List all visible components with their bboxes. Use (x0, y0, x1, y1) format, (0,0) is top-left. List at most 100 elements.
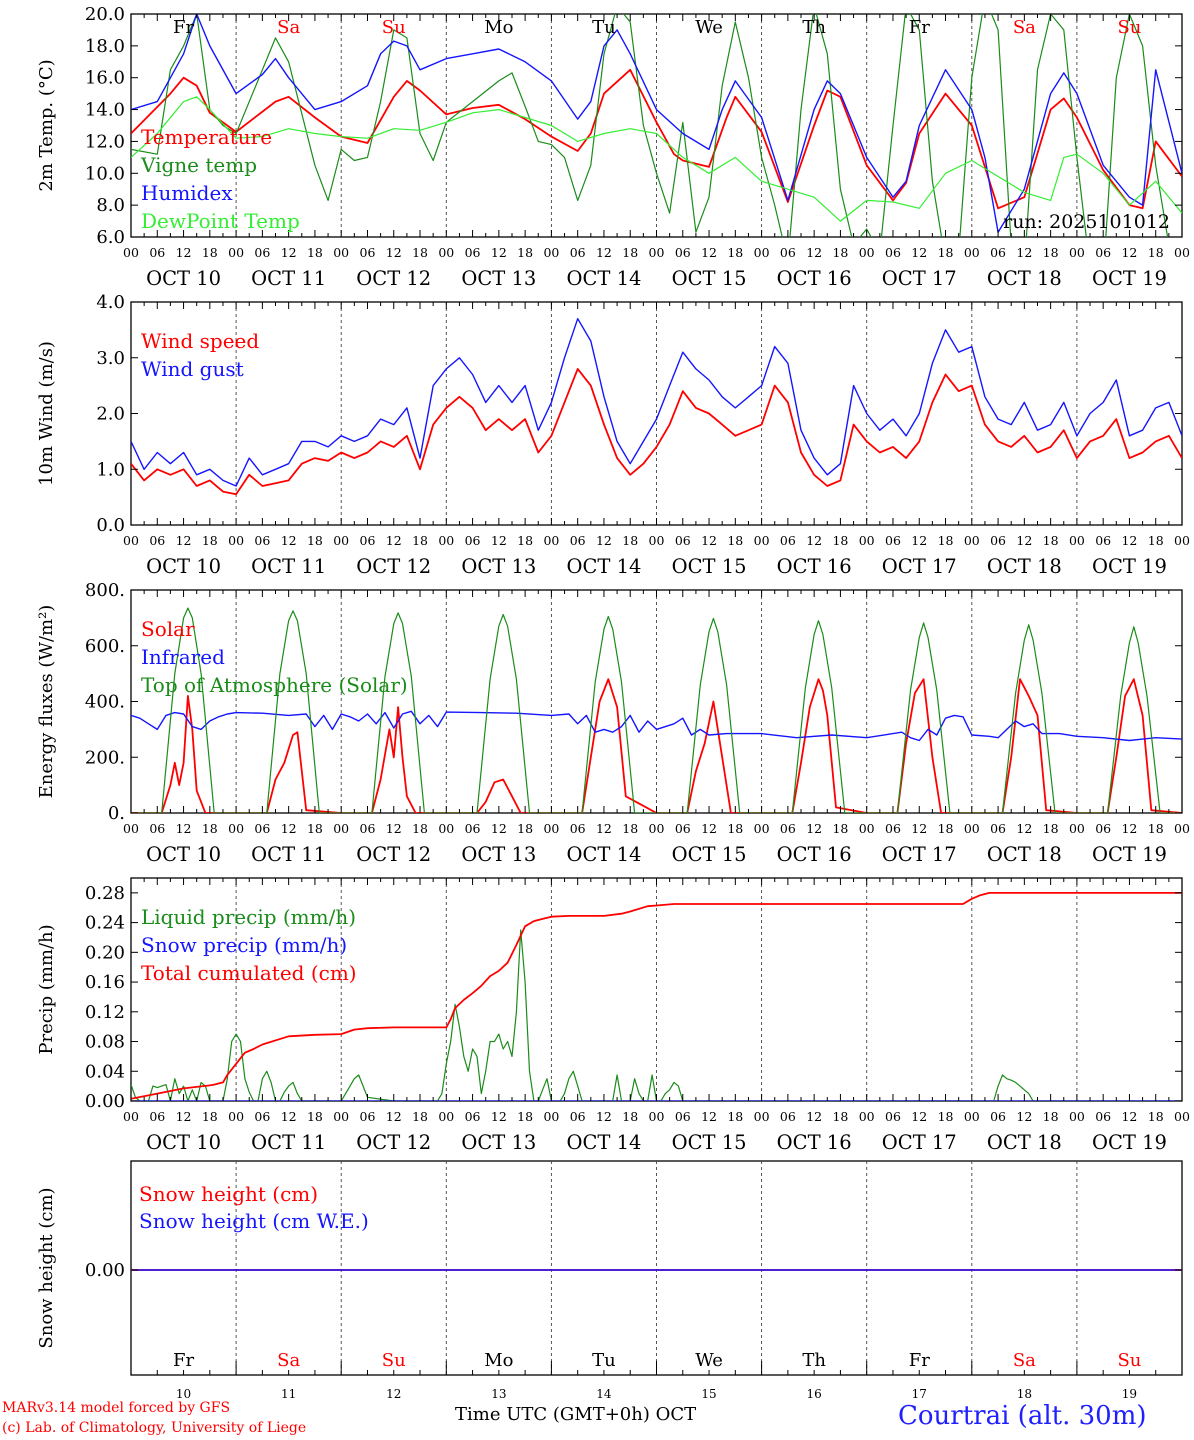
hour-tick-label: 18 (622, 821, 638, 836)
legend-entry: Top of Atmosphere (Solar) (141, 673, 408, 697)
hour-tick-label: 06 (465, 1109, 481, 1124)
hour-tick-label: 18 (307, 1109, 323, 1124)
hour-tick-label: 18 (622, 533, 638, 548)
hour-tick-label: 18 (307, 245, 323, 260)
hour-tick-label: 00 (964, 1109, 980, 1124)
hour-tick-label: 00 (333, 1109, 349, 1124)
series-line-infrared (131, 710, 1182, 742)
hour-tick-label: 00 (123, 821, 139, 836)
weekday-label: Sa (277, 17, 300, 38)
hour-tick-label: 06 (675, 821, 691, 836)
hour-tick-label: 12 (386, 533, 402, 548)
hour-tick-label: 18 (307, 821, 323, 836)
hour-tick-label: 00 (438, 245, 454, 260)
hour-tick-label: 06 (570, 245, 586, 260)
y-tick-label: 16.0 (85, 68, 125, 89)
date-tick-label: OCT 12 (356, 267, 431, 290)
legend-entry: Snow height (cm) (139, 1182, 318, 1206)
weekday-label: Tu (592, 17, 616, 38)
y-tick-label: 0.04 (85, 1061, 125, 1082)
hour-tick-label: 12 (281, 533, 297, 548)
panel-frame (130, 13, 1183, 238)
weekday-label: Sa (1013, 1350, 1036, 1371)
legend-entry: Solar (141, 617, 195, 641)
wind-y-label: 10m Wind (m/s) (36, 341, 57, 486)
date-tick-label: OCT 10 (146, 1131, 221, 1154)
y-tick-label: 0.20 (85, 942, 125, 963)
hour-tick-label: 00 (228, 245, 244, 260)
weekday-label: Fr (909, 17, 930, 38)
date-tick-label: OCT 19 (1092, 267, 1167, 290)
hour-tick-label: 18 (938, 533, 954, 548)
y-tick-label: 0.24 (85, 913, 125, 934)
weekday-label: Su (1117, 17, 1141, 38)
hour-tick-label: 12 (701, 533, 717, 548)
hour-tick-label: 06 (1095, 1109, 1111, 1124)
date-tick-label: OCT 17 (882, 267, 957, 290)
hour-tick-label: 12 (1121, 245, 1137, 260)
lab-credit: (c) Lab. of Climatology, University of L… (2, 1420, 307, 1436)
hour-tick-label: 12 (176, 1109, 192, 1124)
y-tick-label: 4.0 (96, 292, 125, 313)
weekday-label: Tu (592, 1350, 616, 1371)
y-tick-label: 20.0 (85, 4, 125, 25)
panel-frame (130, 301, 1183, 526)
legend-entry: DewPoint Temp (141, 209, 300, 233)
legend-entry: Infrared (141, 645, 225, 669)
temp-y-label: 2m Temp. (°C) (36, 59, 57, 191)
hour-tick-label: 00 (859, 533, 875, 548)
y-tick-label: 0.0 (96, 515, 125, 536)
flux-y-label: Energy fluxes (W/m²) (36, 605, 57, 799)
hour-tick-label: 12 (701, 245, 717, 260)
hour-tick-label: 00 (1174, 245, 1190, 260)
weekday-label: Su (382, 17, 406, 38)
legend-entry: Snow precip (mm/h) (141, 933, 347, 957)
hour-tick-label: 18 (1148, 245, 1164, 260)
hour-tick-label: 06 (1095, 245, 1111, 260)
weekday-label: Su (382, 1350, 406, 1371)
hour-tick-label: 12 (806, 821, 822, 836)
hour-tick-label: 00 (1069, 1109, 1085, 1124)
hour-tick-label: 12 (491, 245, 507, 260)
weekday-label: We (695, 1350, 723, 1371)
date-tick-label: OCT 15 (672, 843, 747, 866)
date-tick-label: OCT 18 (987, 267, 1062, 290)
date-tick-label: OCT 17 (882, 1131, 957, 1154)
hour-tick-label: 00 (754, 245, 770, 260)
hour-tick-label: 12 (701, 821, 717, 836)
hour-tick-label: 00 (964, 533, 980, 548)
y-tick-label: 2.0 (96, 404, 125, 425)
hour-tick-label: 06 (360, 533, 376, 548)
weekday-label: Th (802, 17, 826, 38)
hour-tick-label: 06 (570, 1109, 586, 1124)
station-label: Courtrai (alt. 30m) (898, 1401, 1147, 1431)
hour-tick-label: 12 (176, 245, 192, 260)
hour-tick-label: 00 (649, 245, 665, 260)
day-number-label: 14 (596, 1387, 612, 1401)
day-number-label: 10 (176, 1387, 191, 1401)
hour-tick-label: 06 (780, 245, 796, 260)
y-tick-label: 10.0 (85, 163, 125, 184)
hour-tick-label: 12 (386, 245, 402, 260)
series-line-wind-gust (131, 318, 1182, 487)
hour-tick-label: 18 (412, 533, 428, 548)
hour-tick-label: 18 (622, 1109, 638, 1124)
date-tick-label: OCT 18 (987, 555, 1062, 578)
date-tick-label: OCT 12 (356, 555, 431, 578)
hour-tick-label: 00 (438, 821, 454, 836)
date-tick-label: OCT 18 (987, 843, 1062, 866)
hour-tick-label: 00 (333, 533, 349, 548)
hour-tick-label: 18 (1043, 1109, 1059, 1124)
date-tick-label: OCT 17 (882, 555, 957, 578)
hour-tick-label: 06 (990, 1109, 1006, 1124)
hour-tick-label: 00 (859, 245, 875, 260)
y-tick-label: 12.0 (85, 131, 125, 152)
date-tick-label: OCT 16 (777, 267, 852, 290)
hour-tick-label: 12 (1121, 1109, 1137, 1124)
hour-tick-label: 00 (649, 533, 665, 548)
date-tick-label: OCT 15 (672, 267, 747, 290)
date-tick-label: OCT 13 (461, 555, 536, 578)
y-tick-label: 400. (85, 692, 125, 713)
hour-tick-label: 18 (412, 245, 428, 260)
hour-tick-label: 18 (832, 821, 848, 836)
